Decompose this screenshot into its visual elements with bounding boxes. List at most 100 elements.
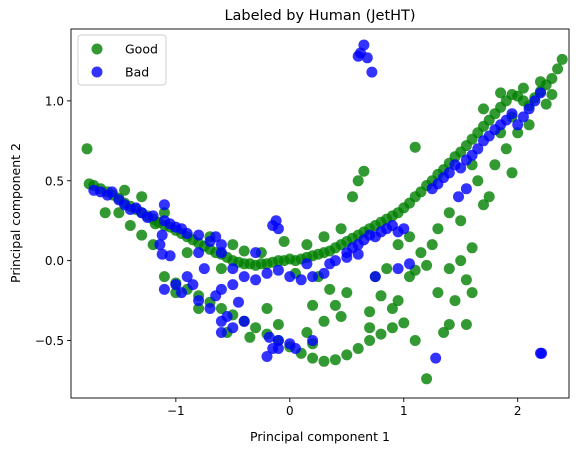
point-bad [512, 119, 524, 131]
point-bad [221, 311, 233, 322]
point-good [261, 303, 273, 314]
x-tick-label: 2 [514, 404, 522, 418]
point-good [392, 295, 404, 307]
point-bad [366, 66, 378, 78]
point-good [301, 239, 313, 251]
point-bad [158, 283, 170, 295]
point-bad [156, 229, 168, 241]
point-good [432, 223, 444, 235]
chart-title: Labeled by Human (JetHT) [224, 8, 415, 24]
point-good [278, 236, 290, 247]
point-bad [536, 347, 548, 359]
x-tick-label: 1 [400, 404, 408, 418]
point-good [381, 263, 393, 275]
point-bad [215, 239, 227, 251]
legend-marker-good [91, 43, 103, 55]
point-good [352, 343, 364, 354]
point-bad [430, 352, 442, 364]
point-good [329, 354, 341, 366]
point-bad [517, 111, 529, 123]
point-bad [204, 303, 216, 314]
point-bad [227, 322, 239, 334]
point-bad [261, 267, 273, 279]
x-axis-label: Principal component 1 [250, 429, 390, 444]
point-good [392, 239, 404, 251]
point-good [99, 207, 111, 219]
point-bad [193, 295, 205, 307]
point-bad [523, 103, 535, 115]
point-bad [392, 263, 404, 275]
point-good [478, 199, 489, 211]
legend-label-good: Good [125, 42, 158, 57]
point-bad [460, 183, 472, 195]
point-good [506, 167, 518, 179]
point-good [358, 165, 370, 177]
point-good [546, 89, 558, 100]
point-bad [238, 271, 250, 283]
point-bad [181, 271, 193, 283]
point-good [443, 207, 455, 219]
point-good [460, 319, 472, 330]
point-bad [210, 231, 222, 243]
point-bad [404, 258, 415, 270]
point-bad [272, 343, 284, 354]
point-good [421, 259, 433, 271]
point-good [478, 103, 489, 115]
point-good [409, 335, 421, 346]
point-bad [250, 247, 262, 259]
point-bad [455, 162, 467, 174]
point-bad [272, 335, 284, 346]
point-good [443, 263, 455, 275]
point-good [495, 87, 507, 99]
point-bad [307, 335, 319, 346]
point-good [136, 191, 148, 203]
x-axis: −1 0 1 2 [167, 398, 522, 418]
point-good [375, 290, 387, 302]
point-good [426, 239, 438, 251]
point-good [335, 223, 347, 235]
point-good [409, 141, 421, 153]
y-tick-label: 1.0 [45, 94, 64, 108]
point-good [364, 322, 376, 334]
point-good [386, 303, 398, 314]
point-bad [261, 351, 273, 362]
point-good [347, 191, 358, 203]
point-bad [472, 143, 484, 155]
point-good [329, 299, 341, 311]
x-tick-label: −1 [167, 404, 185, 418]
point-good [335, 311, 347, 322]
point-good [238, 245, 250, 257]
point-bad [176, 287, 187, 299]
point-bad [181, 228, 193, 239]
point-good [489, 159, 501, 171]
point-good [364, 306, 376, 318]
point-bad [443, 167, 455, 179]
point-good [455, 215, 467, 227]
point-good [318, 315, 330, 327]
point-bad [284, 271, 296, 283]
point-bad [187, 279, 199, 291]
point-bad [329, 255, 341, 267]
legend: Good Bad [77, 34, 167, 86]
y-tick-label: 0.0 [45, 254, 64, 268]
point-bad [301, 258, 313, 270]
point-bad [198, 263, 210, 275]
point-bad [238, 315, 250, 327]
point-good [318, 355, 330, 367]
point-bad [227, 279, 239, 291]
point-good [421, 373, 433, 385]
point-good [552, 63, 564, 75]
point-good [307, 352, 319, 364]
point-good [443, 319, 455, 330]
point-good [546, 73, 558, 84]
point-bad [193, 229, 205, 241]
point-good [113, 207, 125, 219]
point-good [227, 239, 239, 251]
point-bad [210, 290, 222, 302]
point-good [181, 247, 193, 259]
point-good [398, 317, 410, 329]
point-good [449, 295, 461, 307]
point-good [341, 349, 353, 361]
point-good [460, 274, 472, 286]
point-good [540, 98, 552, 110]
